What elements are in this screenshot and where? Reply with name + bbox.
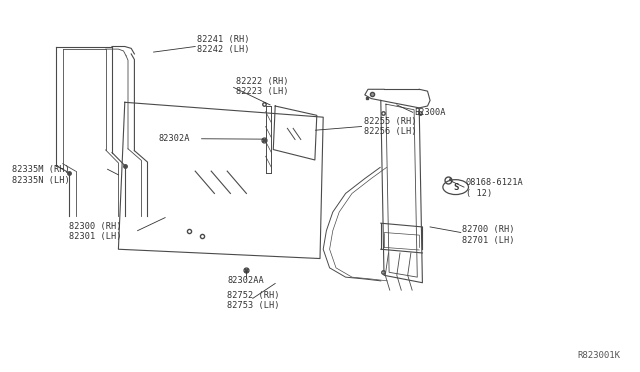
Text: 82241 (RH)
82242 (LH): 82241 (RH) 82242 (LH) — [197, 35, 250, 54]
Text: R823001K: R823001K — [578, 351, 621, 360]
Text: 82302AA: 82302AA — [227, 276, 264, 285]
Text: 82302A: 82302A — [159, 134, 190, 143]
Text: S: S — [453, 183, 458, 192]
Text: 82700 (RH)
82701 (LH): 82700 (RH) 82701 (LH) — [462, 225, 515, 245]
Text: 08168-6121A
( 12): 08168-6121A ( 12) — [466, 178, 524, 198]
Text: 82255 (RH)
82256 (LH): 82255 (RH) 82256 (LH) — [364, 117, 416, 136]
Text: 82335M (RH)
82335N (LH): 82335M (RH) 82335N (LH) — [12, 165, 69, 185]
Text: B2300A: B2300A — [415, 108, 446, 117]
Text: 82222 (RH)
82223 (LH): 82222 (RH) 82223 (LH) — [236, 77, 288, 96]
Text: 82300 (RH)
82301 (LH): 82300 (RH) 82301 (LH) — [69, 222, 122, 241]
Text: 82752 (RH)
82753 (LH): 82752 (RH) 82753 (LH) — [227, 291, 280, 310]
